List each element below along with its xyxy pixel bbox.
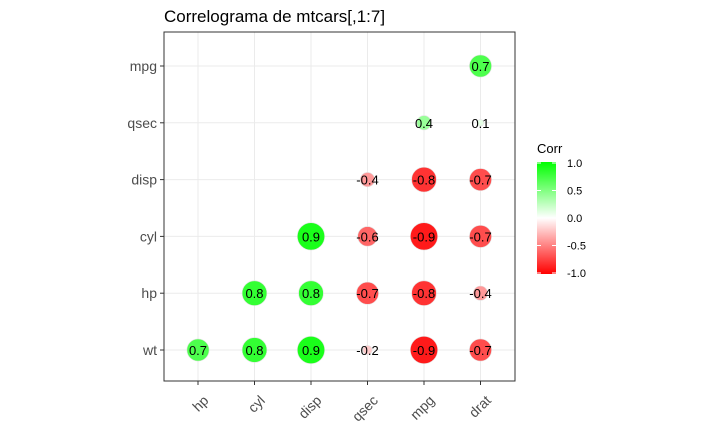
correlation-value-label: 0.9 — [302, 343, 320, 358]
correlation-circle — [241, 337, 268, 363]
correlation-circle — [472, 285, 488, 301]
y-tick-label: qsec — [127, 115, 157, 131]
x-tick-label: mpg — [407, 392, 438, 423]
correlation-circle — [409, 222, 438, 251]
correlation-circle — [298, 280, 324, 306]
correlation-value-label: -0.8 — [413, 173, 435, 188]
legend-tick-label: 0.5 — [567, 186, 582, 198]
legend-tick-label: 1.0 — [567, 158, 582, 170]
x-tick-label: disp — [295, 392, 325, 422]
y-tick-label: cyl — [140, 228, 157, 244]
correlation-value-label: 0.7 — [189, 343, 207, 358]
legend-color-bar — [537, 162, 556, 274]
legend-tick-label: -1.0 — [567, 268, 586, 280]
correlation-circle — [296, 335, 325, 364]
correlation-circle — [411, 280, 437, 306]
correlation-value-label: -0.8 — [413, 286, 435, 301]
grid-lines — [164, 32, 515, 381]
correlation-value-label: 0.8 — [245, 343, 263, 358]
legend-tick-label: 0.0 — [567, 213, 582, 225]
correlation-circle — [186, 338, 210, 362]
correlation-value-label: 0.9 — [302, 229, 320, 244]
correlation-value-label: -0.4 — [469, 286, 491, 301]
correlation-value-label: -0.9 — [413, 343, 435, 358]
correlation-value-label: 0.8 — [302, 286, 320, 301]
correlation-circle — [469, 338, 492, 362]
correlation-cells: 0.7 0.8 0.9 -0.2 -0.9 -0.7 0.8 0.8 -0.7 -0.8 -0.4 0… — [186, 54, 492, 364]
correlation-circle — [416, 115, 432, 131]
correlation-circle — [362, 345, 373, 355]
correlation-circle — [469, 168, 492, 192]
y-tick-label: wt — [142, 342, 157, 358]
correlation-circle — [469, 224, 492, 248]
correlation-value-label: 0.4 — [415, 116, 433, 131]
correlation-value-label: 0.1 — [471, 116, 489, 131]
chart-title: Correlograma de mtcars[,1:7] — [164, 7, 385, 26]
correlation-value-label: 0.8 — [245, 286, 263, 301]
correlation-circle — [409, 335, 438, 364]
correlation-value-label: -0.7 — [469, 229, 491, 244]
correlation-value-label: -0.6 — [356, 229, 378, 244]
correlation-circle — [476, 119, 485, 127]
correlation-value-label: 0.7 — [471, 59, 489, 74]
y-tick-label: disp — [131, 172, 157, 188]
correlation-circle — [469, 54, 492, 78]
x-tick-label: hp — [189, 392, 211, 414]
correlation-circle — [241, 280, 268, 306]
correlation-value-label: -0.9 — [413, 229, 435, 244]
x-tick-label: qsec — [349, 392, 381, 424]
correlation-circle — [359, 172, 375, 188]
x-tick-label: cyl — [245, 392, 268, 415]
legend-tick-label: -0.5 — [567, 241, 586, 253]
correlation-value-label: -0.2 — [356, 343, 378, 358]
correlation-circle — [356, 281, 379, 305]
y-tick-label: hp — [141, 285, 157, 301]
correlation-value-label: -0.7 — [356, 286, 378, 301]
correlation-value-label: -0.7 — [469, 343, 491, 358]
correlation-value-label: -0.7 — [469, 173, 491, 188]
x-tick-label: drat — [466, 392, 494, 420]
panel-border — [163, 31, 516, 382]
legend-title: Corr — [537, 141, 563, 156]
correlation-value-label: -0.4 — [356, 173, 378, 188]
legend: Corr 1.0 0.5 0.0 -0.5 -1.0 — [537, 141, 586, 280]
correlation-circle — [357, 226, 378, 247]
correlation-circle — [411, 166, 437, 193]
y-tick-label: mpg — [130, 58, 157, 74]
correlation-circle — [296, 222, 325, 251]
